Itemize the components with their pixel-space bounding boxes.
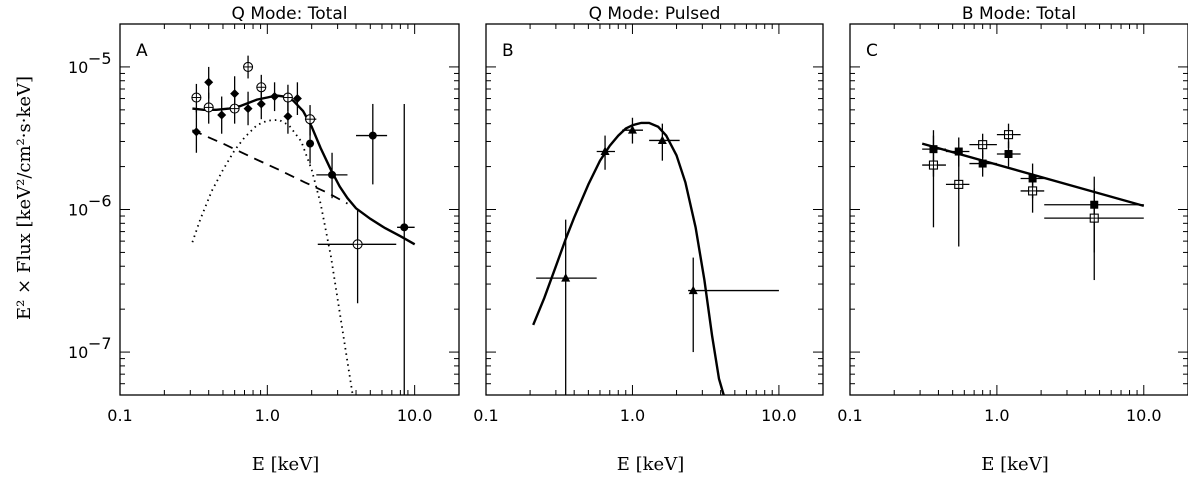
x-tick-label: 1.0: [620, 406, 645, 425]
y-tick-label: 10: [68, 201, 88, 220]
data-point-circle: [328, 170, 337, 179]
y-tick-label: 10: [68, 58, 88, 77]
plot-area: [921, 123, 1145, 281]
data-point-diamond: [256, 99, 266, 109]
y-tick-label: 10: [68, 343, 88, 362]
panel-b: Q Mode: Pulsed B 0.1 1.0 10.0 E [keV]: [473, 4, 824, 475]
data-point-triangle: [688, 285, 698, 295]
panel-label: A: [136, 41, 148, 61]
data-point-circle: [400, 223, 409, 232]
model-curve-solid: [532, 121, 725, 395]
data-point-square: [954, 147, 963, 156]
model-curve-dotted: [191, 118, 354, 395]
panel-title: Q Mode: Total: [232, 4, 348, 24]
x-tick-label: 10.0: [397, 406, 433, 425]
y-tick-exponent: −7: [88, 334, 112, 353]
plot-area: [532, 117, 779, 395]
data-point-diamond: [230, 89, 240, 99]
x-tick-label: 10.0: [1126, 406, 1162, 425]
data-point-diamond: [270, 92, 280, 102]
x-tick-label: 0.1: [107, 406, 132, 425]
model-curve-solid: [192, 94, 416, 246]
panel-title: Q Mode: Pulsed: [589, 4, 721, 24]
data-point-diamond: [191, 127, 201, 137]
data-point-diamond: [283, 111, 293, 121]
data-point-square: [1004, 150, 1013, 159]
plot-frame: [849, 23, 1188, 396]
data-point-triangle: [600, 146, 610, 156]
data-point-diamond: [204, 77, 214, 87]
panel-label: B: [502, 41, 514, 61]
x-tick-label: 0.1: [837, 406, 862, 425]
data-point-circle: [368, 131, 377, 140]
model-curve-dashed: [192, 129, 348, 205]
data-point-triangle: [561, 273, 571, 282]
x-tick-label: 1.0: [255, 406, 280, 425]
data-point-diamond: [292, 94, 302, 104]
y-tick-exponent: −5: [88, 49, 112, 68]
data-point-triangle: [657, 135, 667, 144]
data-point-diamond: [243, 104, 253, 114]
x-tick-label: 0.1: [473, 406, 498, 425]
plot-frame: [119, 23, 460, 396]
x-axis-title: E [keV]: [617, 454, 684, 475]
y-tick-exponent: −6: [88, 192, 112, 211]
plot-area: [191, 55, 416, 395]
x-axis-title: E [keV]: [981, 454, 1048, 475]
x-axis-title: E [keV]: [252, 454, 319, 475]
y-axis-title: E² × Flux [keV²/cm²·s·keV]: [14, 76, 35, 320]
data-point-triangle: [627, 125, 637, 134]
data-point-circle: [306, 139, 315, 148]
data-point-diamond: [217, 110, 227, 120]
panel-c: B Mode: Total C 0.1 1.0 10.0 E [keV]: [837, 4, 1188, 475]
data-point-square: [978, 159, 987, 168]
plot-frame: [485, 23, 824, 396]
x-tick-label: 1.0: [984, 406, 1009, 425]
panel-title: B Mode: Total: [962, 4, 1076, 24]
x-tick-label: 10.0: [761, 406, 797, 425]
panel-label: C: [866, 41, 878, 61]
